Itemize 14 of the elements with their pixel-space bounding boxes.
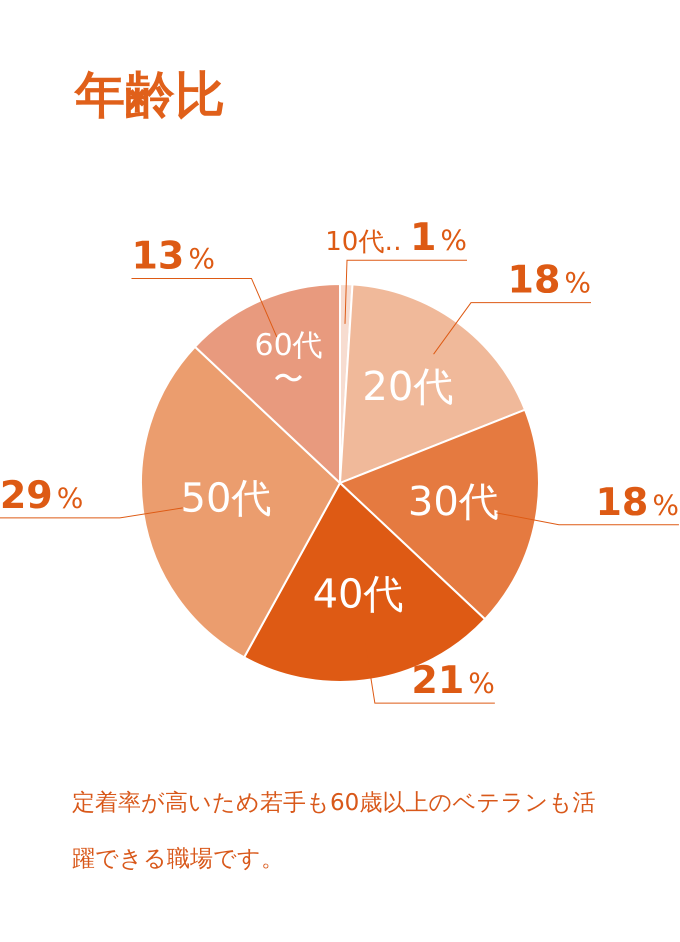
data-label: 1%	[410, 215, 468, 260]
chart-title: 年齢比	[75, 65, 225, 126]
slice-label: 20代	[362, 364, 454, 410]
slice-label: 60代〜	[254, 328, 323, 398]
data-label: 18%	[508, 258, 592, 302]
slice-label: 30代	[408, 479, 499, 526]
data-label: 18%	[595, 480, 679, 524]
data-label: 13%	[131, 233, 215, 278]
slice-label: 10代‥	[325, 227, 402, 258]
text: 定着率が高いため若手も60歳以上のベテランも活躍できる職場です。	[72, 790, 596, 872]
slice-label: 50代	[180, 475, 272, 522]
data-label: 29%	[0, 472, 84, 517]
data-label: 21%	[411, 658, 495, 702]
slice-label: 40代	[312, 571, 404, 618]
